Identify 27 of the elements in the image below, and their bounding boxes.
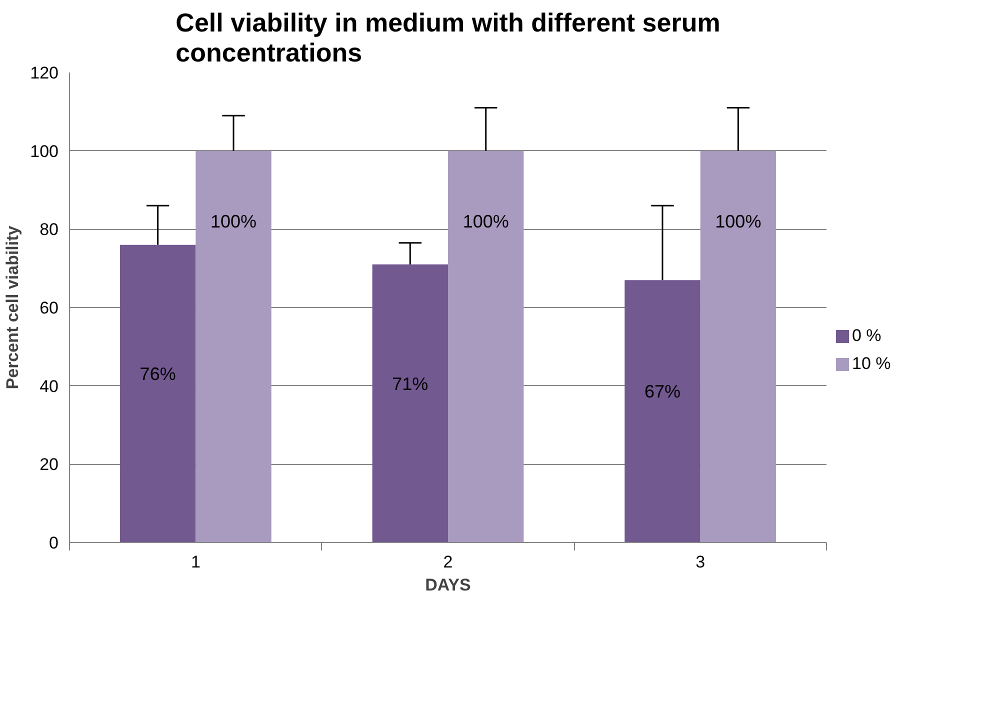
bar [120,244,196,542]
y-tick-label: 20 [40,455,59,474]
chart-title: Cell viability in medium with different serum concentrations [176,8,720,68]
bar [700,150,776,542]
y-tick-label: 120 [30,64,59,82]
y-tick-label: 100 [30,142,59,161]
data-label: 100% [715,211,762,232]
data-label: 71% [392,374,428,394]
x-tick-label: 1 [190,552,200,572]
legend-label: 10 % [852,353,891,376]
y-tick-label: 60 [40,298,59,318]
x-axis-title: DAYS [425,576,471,594]
bar [372,264,448,542]
data-label: 67% [644,382,680,402]
x-tick-label: 2 [443,552,453,572]
y-axis-title: Percent cell viability [3,225,22,390]
x-tick-label: 3 [696,552,706,572]
legend-label: 0 % [852,325,882,347]
data-label: 100% [462,211,509,232]
y-tick-label: 0 [49,534,59,552]
data-label: 100% [210,211,257,232]
y-tick-label: 40 [40,376,59,396]
bar [196,150,272,542]
data-label: 76% [140,364,176,384]
y-tick-label: 80 [40,220,59,240]
bar [624,280,700,542]
bar [448,150,524,542]
